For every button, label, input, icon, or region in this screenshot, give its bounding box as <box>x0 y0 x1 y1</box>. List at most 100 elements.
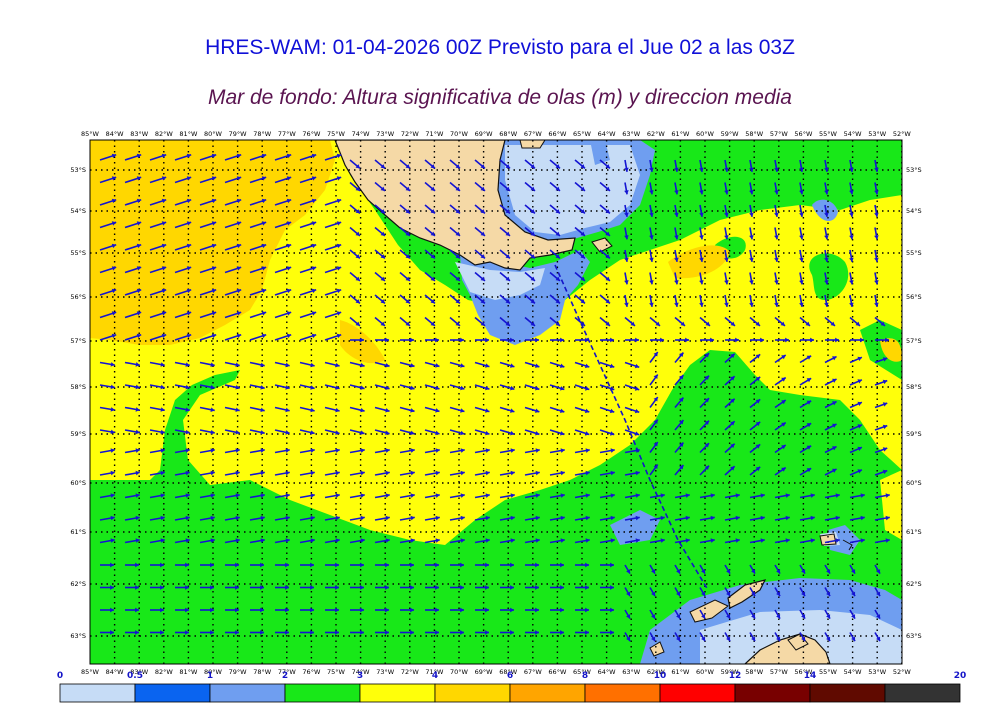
arrow-head <box>335 493 340 498</box>
arrow-head <box>285 630 289 635</box>
arrow-head <box>111 176 117 181</box>
arrow-head <box>626 591 631 597</box>
arrow-head <box>110 630 114 635</box>
arrow-head <box>851 569 856 574</box>
arrow-head <box>860 515 865 521</box>
arrow-head <box>799 212 804 217</box>
arrow-head <box>405 164 410 169</box>
arrow-head <box>260 585 264 590</box>
arrow-head <box>135 630 139 635</box>
arrow-head <box>580 164 585 169</box>
arrow-head <box>560 607 564 613</box>
arrow-head <box>724 280 729 285</box>
lon-label-top: 57°W <box>770 130 789 138</box>
map-fields <box>90 140 902 664</box>
arrow-head <box>851 591 856 597</box>
arrow-head <box>605 276 610 281</box>
arrow-head <box>609 363 615 369</box>
arrow-head <box>774 167 779 172</box>
arrow-head <box>626 636 631 642</box>
arrow-head <box>410 585 414 590</box>
arrow-head <box>210 515 215 521</box>
arrow-head <box>211 288 217 294</box>
arrow-head <box>510 363 515 368</box>
arrow-head <box>776 614 781 619</box>
arrow-head <box>285 493 290 498</box>
arrow-head <box>355 186 360 191</box>
lon-label-top: 68°W <box>499 130 518 138</box>
colorbar-segment <box>584 683 661 703</box>
arrow-head <box>605 299 610 304</box>
arrow-head <box>799 190 804 195</box>
graticule <box>90 140 903 664</box>
arrow-head <box>210 384 215 390</box>
arrow-head <box>806 445 812 450</box>
arrow-head <box>774 235 779 240</box>
arrow-head <box>410 515 415 521</box>
arrow-head <box>806 400 812 405</box>
arrow-head <box>260 630 264 635</box>
arrow-head <box>136 288 142 294</box>
arrow-head <box>210 630 214 635</box>
arrow-head <box>679 352 684 358</box>
arrow-head <box>235 585 239 590</box>
arrow-head <box>161 333 167 339</box>
arrow-head <box>676 569 681 574</box>
arrow-head <box>210 429 215 435</box>
arrow-head <box>311 221 317 226</box>
arrow-head <box>810 337 814 343</box>
arrow-head <box>674 257 679 262</box>
arrow-head <box>160 448 165 453</box>
arrow-head <box>355 254 360 259</box>
arrow-head <box>832 446 837 451</box>
arrow-head <box>286 221 292 226</box>
arrow-head <box>260 407 265 413</box>
arrow-head <box>635 470 640 476</box>
arrow-head <box>785 493 790 498</box>
arrow-head <box>704 465 710 471</box>
lat-label-right: 54°S <box>906 207 922 215</box>
arrow-head <box>653 419 658 425</box>
arrow-head <box>360 630 364 635</box>
arrow-head <box>609 431 615 436</box>
lon-label-bottom: 75°W <box>327 668 346 676</box>
arrow-head <box>355 276 360 281</box>
map-subtitle: Mar de fondo: Altura significativa de ol… <box>208 86 792 109</box>
arrow-head <box>560 585 564 590</box>
lon-label-bottom: 74°W <box>352 668 371 676</box>
arrow-head <box>676 614 681 619</box>
lon-label-top: 63°W <box>622 130 641 138</box>
arrow-head <box>510 515 515 521</box>
arrow-head <box>355 164 360 169</box>
lon-label-top: 80°W <box>204 130 223 138</box>
arrow-head <box>635 515 640 521</box>
lon-label-bottom: 72°W <box>401 668 420 676</box>
arrow-head <box>455 209 460 214</box>
arrow-head <box>510 470 515 476</box>
arrow-head <box>857 356 862 361</box>
arrow-head <box>430 186 435 191</box>
arrow-head <box>160 607 164 613</box>
arrow-head <box>849 235 854 240</box>
arrow-head <box>882 402 888 407</box>
arrow-head <box>560 493 565 498</box>
arrow-head <box>160 407 165 412</box>
arrow-head <box>335 538 340 543</box>
arrow-head <box>653 442 658 447</box>
lon-label-bottom: 85°W <box>81 668 100 676</box>
arrow-head <box>460 585 464 590</box>
lon-label-bottom: 83°W <box>130 668 149 676</box>
arrow-head <box>860 538 865 543</box>
arrow-head <box>730 321 735 326</box>
arrow-head <box>801 614 806 619</box>
arrow-head <box>410 363 415 368</box>
arrow-head <box>186 266 192 271</box>
arrow-head <box>435 448 440 453</box>
arrow-head <box>410 493 415 498</box>
lon-label-top: 58°W <box>745 130 764 138</box>
arrow-head <box>480 321 485 326</box>
arrow-head <box>385 515 390 521</box>
lat-label-right: 56°S <box>906 293 922 301</box>
arrow-head <box>410 562 414 568</box>
